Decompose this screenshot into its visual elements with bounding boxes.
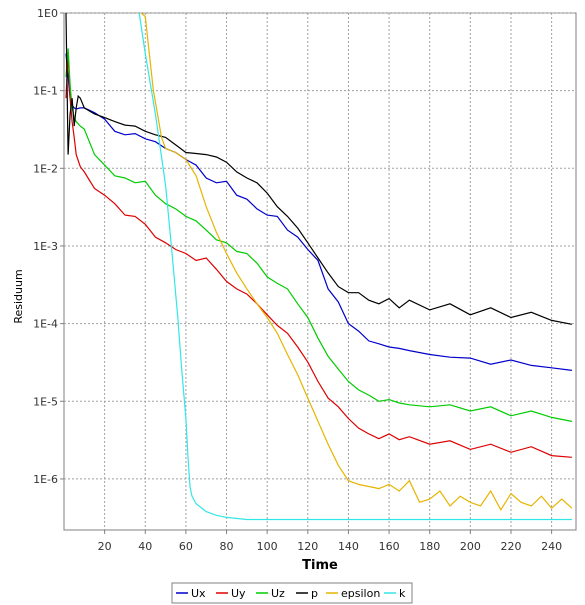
y-tick-label: 1E0 — [37, 7, 58, 20]
series-line-p — [65, 13, 573, 325]
series-line-k — [138, 13, 572, 521]
x-tick-label: 200 — [460, 540, 481, 553]
series-line-Uy — [65, 53, 572, 458]
y-axis-title: Residuum — [12, 269, 25, 323]
x-tick-label: 120 — [297, 540, 318, 553]
series-line-Uz — [65, 48, 573, 422]
y-tick-label: 1E-2 — [33, 162, 58, 175]
x-tick-label: 180 — [419, 540, 440, 553]
legend-label-Ux: Ux — [191, 587, 206, 600]
x-axis-title: Time — [302, 558, 338, 573]
grid-lines — [64, 12, 576, 530]
x-axis-ticks: 20 40 60 80 100 120 140 160 180 200 220 240 — [98, 530, 562, 553]
y-tick-label: 1E-4 — [33, 318, 58, 331]
legend: Ux Uy Uz p epsilon k — [171, 582, 413, 604]
x-tick-label: 220 — [500, 540, 521, 553]
x-tick-label: 40 — [138, 540, 152, 553]
legend-box — [171, 582, 413, 604]
legend-label-Uy: Uy — [231, 587, 246, 600]
legend-label-k: k — [399, 587, 406, 600]
y-axis-ticks: 1E0 1E-1 1E-2 1E-3 1E-4 1E-5 1E-6 — [33, 7, 64, 486]
x-tick-label: 100 — [257, 540, 278, 553]
series-lines — [65, 13, 573, 521]
legend-label-Uz: Uz — [271, 587, 285, 600]
y-tick-label: 1E-5 — [33, 395, 58, 408]
y-tick-label: 1E-3 — [33, 240, 58, 253]
y-tick-label: 1E-6 — [33, 473, 58, 486]
y-tick-label: 1E-1 — [33, 85, 58, 98]
legend-label-epsilon: epsilon — [341, 587, 380, 600]
x-tick-label: 160 — [379, 540, 400, 553]
x-tick-label: 20 — [98, 540, 112, 553]
x-tick-label: 240 — [541, 540, 562, 553]
series-line-Ux — [65, 53, 572, 371]
legend-label-p: p — [311, 587, 318, 600]
x-tick-label: 80 — [220, 540, 234, 553]
x-tick-label: 140 — [338, 540, 359, 553]
series-line-epsilon — [140, 13, 573, 511]
x-tick-label: 60 — [179, 540, 193, 553]
